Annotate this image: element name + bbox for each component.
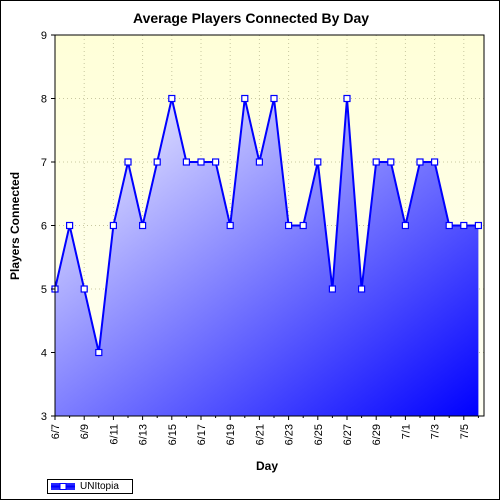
- data-point: [445, 221, 453, 230]
- y-tick-label: 3: [41, 411, 47, 423]
- data-point: [358, 285, 366, 293]
- data-point: [80, 285, 88, 293]
- data-point: [226, 221, 234, 230]
- x-tick-label: 6/19: [225, 424, 237, 445]
- data-point: [460, 221, 468, 230]
- data-point: [168, 94, 176, 103]
- x-tick-label: 6/15: [167, 424, 179, 445]
- x-tick-label: 6/23: [284, 424, 296, 445]
- data-point: [109, 221, 118, 230]
- data-point: [153, 158, 161, 166]
- data-point: [372, 158, 380, 166]
- x-tick-label: 7/5: [459, 424, 471, 439]
- x-tick-label: 6/13: [138, 424, 150, 445]
- x-tick-label: 6/9: [79, 424, 91, 439]
- series-markers: [51, 94, 482, 357]
- y-tick-label: 9: [41, 30, 47, 42]
- x-tick-label: 6/29: [371, 424, 383, 445]
- data-point: [401, 221, 409, 230]
- data-point: [343, 94, 351, 103]
- x-tick-label: 7/1: [400, 424, 412, 439]
- data-point: [212, 158, 220, 166]
- x-axis-title: Day: [256, 459, 278, 473]
- x-axis: 6/7 6/9 6/11 6/13 6/15 6/17 6/19 6/21 6/23 6/25 6/…: [50, 416, 479, 445]
- data-point: [431, 158, 439, 166]
- data-point: [328, 285, 336, 293]
- y-tick-label: 6: [41, 221, 47, 233]
- series-line: [55, 97, 479, 354]
- y-tick-label: 7: [41, 157, 47, 169]
- series-area-fill: [55, 98, 479, 416]
- data-point: [139, 221, 147, 230]
- data-point: [95, 348, 103, 357]
- data-point: [387, 158, 395, 166]
- x-tick-label: 6/7: [50, 424, 62, 439]
- data-point: [255, 158, 263, 166]
- x-tick-label: 6/11: [108, 424, 120, 445]
- x-tick-label: 6/25: [313, 424, 325, 445]
- data-point: [314, 158, 322, 166]
- y-tick-label: 4: [41, 348, 47, 360]
- x-tick-label: 7/3: [430, 424, 442, 439]
- data-point: [285, 221, 293, 230]
- data-point: [197, 158, 205, 166]
- series-area: [55, 97, 479, 416]
- x-tick-label: 6/27: [342, 424, 354, 445]
- legend-swatch-icon: [51, 483, 75, 490]
- data-point: [182, 158, 190, 166]
- y-axis: 3 4 5 6 7 8 9: [41, 30, 55, 423]
- data-point: [270, 94, 278, 103]
- data-point: [241, 94, 249, 103]
- data-point: [299, 221, 307, 230]
- chart-title: Average Players Connected By Day: [133, 10, 369, 26]
- data-point: [65, 221, 74, 230]
- data-point: [124, 158, 132, 166]
- y-tick-label: 8: [41, 94, 47, 106]
- y-axis-title: Players Connected: [8, 172, 22, 280]
- y-tick-label: 5: [41, 284, 47, 296]
- x-tick-label: 6/17: [196, 424, 208, 445]
- data-point: [474, 221, 482, 230]
- legend: UNItopia: [47, 479, 133, 494]
- data-point: [416, 158, 424, 166]
- x-tick-label: 6/21: [254, 424, 266, 445]
- legend-label: UNItopia: [80, 481, 119, 492]
